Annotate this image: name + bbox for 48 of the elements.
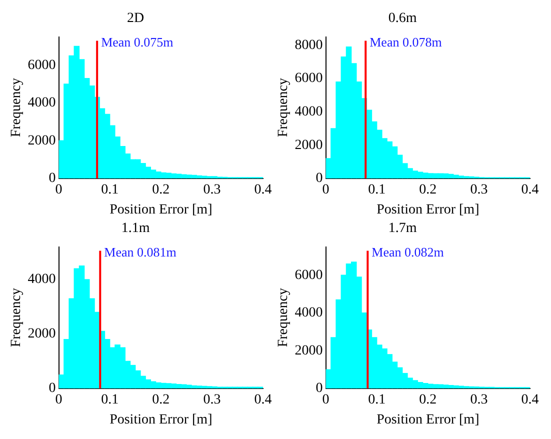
x-tick-label: 0.2	[152, 182, 170, 198]
y-tick-label: 2000	[294, 343, 323, 358]
y-axis-title: Frequency	[9, 78, 24, 138]
y-tick-label: 8000	[294, 38, 323, 53]
x-tick-label: 0.2	[152, 392, 170, 408]
x-tick-label: 0.1	[101, 182, 119, 198]
x-tick-label: 0.3	[470, 392, 488, 408]
x-axis-title: Position Error [m]	[110, 412, 212, 428]
x-tick-label: 0.4	[254, 182, 272, 198]
y-tick-label: 6000	[294, 71, 323, 86]
x-tick-label: 0.3	[203, 182, 221, 198]
x-tick-label: 0.3	[203, 392, 221, 408]
x-tick-label: 0.1	[101, 392, 119, 408]
y-tick-label: 4000	[28, 272, 56, 288]
chart-title: 1.1m	[121, 221, 150, 236]
y-tick-label: 2000	[28, 326, 56, 342]
y-tick-label: 4000	[294, 306, 323, 321]
y-tick-label: 0	[316, 381, 323, 396]
y-tick-label: 6000	[28, 58, 56, 73]
y-tick-label: 4000	[294, 104, 323, 120]
ref-line-label: Mean 0.075m	[101, 34, 174, 50]
y-tick-label: 0	[316, 171, 323, 186]
x-axis-title: Position Error [m]	[110, 202, 212, 218]
chart-title: 2D	[126, 11, 144, 26]
x-tick-label: 0.2	[419, 392, 437, 408]
y-tick-label: 0	[48, 381, 56, 396]
x-axis-title: Position Error [m]	[376, 202, 480, 218]
y-tick-label: 6000	[294, 268, 323, 283]
y-axis-title: Frequency	[9, 288, 24, 348]
y-tick-label: 2000	[28, 133, 56, 148]
x-tick-label: 0.4	[254, 392, 272, 408]
y-axis-title: Frequency	[276, 288, 292, 348]
y-axis-title: Frequency	[276, 78, 292, 138]
x-tick-label: 0.2	[419, 182, 437, 198]
chart-title: 0.6m	[388, 11, 417, 26]
ref-line-label: Mean 0.078m	[370, 34, 442, 50]
y-tick-label: 4000	[28, 96, 56, 111]
chart-title: 1.7m	[388, 221, 417, 236]
x-tick-label: 0.1	[368, 392, 386, 408]
x-tick-label: 0.4	[521, 392, 539, 408]
y-tick-label: 0	[48, 171, 56, 186]
ref-line-label: Mean 0.082m	[372, 244, 444, 260]
y-tick-label: 2000	[294, 138, 323, 153]
ref-line-label: Mean 0.081m	[104, 244, 176, 260]
x-tick-label: 0.3	[470, 182, 488, 198]
x-tick-label: 0.4	[521, 182, 539, 198]
x-tick-label: 0.1	[368, 182, 386, 198]
x-axis-title: Position Error [m]	[376, 412, 480, 428]
